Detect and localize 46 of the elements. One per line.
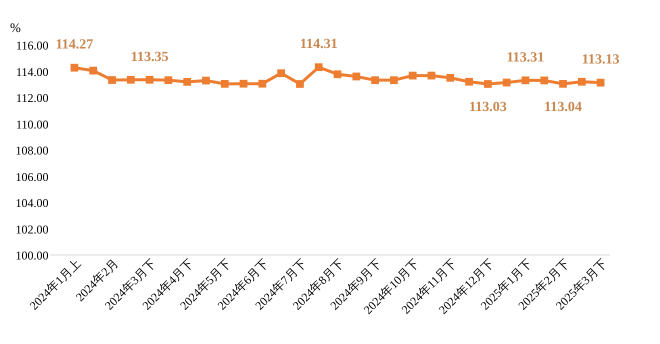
point — [428, 72, 436, 80]
point — [70, 64, 78, 72]
point — [126, 76, 135, 84]
data-label: 113.13 — [582, 52, 620, 68]
point — [465, 78, 473, 86]
point — [240, 80, 248, 88]
y-tick-label: 108.00 — [16, 144, 48, 158]
y-tick-label: 102.00 — [16, 222, 48, 236]
point — [89, 66, 98, 74]
point — [352, 72, 360, 80]
y-tick-label: 116.00 — [16, 38, 48, 52]
point — [446, 74, 454, 82]
y-tick-label: 110.00 — [16, 117, 48, 132]
point — [164, 76, 172, 84]
point — [390, 76, 398, 84]
y-axis-title: % — [10, 20, 21, 35]
data-label: 114.27 — [56, 38, 94, 53]
point — [146, 76, 154, 84]
point — [220, 80, 229, 88]
y-tick-label: 104.00 — [16, 196, 48, 210]
point — [596, 78, 604, 87]
point — [578, 78, 586, 86]
point — [540, 76, 548, 84]
data-label: 113.31 — [506, 50, 544, 66]
data-label: 114.31 — [300, 37, 338, 52]
point — [559, 80, 567, 88]
y-tick-label: 100.00 — [16, 248, 48, 262]
point — [484, 80, 492, 88]
point — [334, 70, 342, 78]
point — [408, 72, 417, 80]
point — [183, 78, 192, 86]
y-tick-label: 112.00 — [16, 91, 48, 105]
y-tick-label: 106.00 — [16, 170, 48, 184]
point — [522, 76, 530, 84]
data-label: 113.35 — [130, 50, 168, 65]
point — [371, 76, 379, 84]
y-tick-label: 114.00 — [16, 64, 48, 79]
point — [502, 78, 511, 86]
data-label: 113.04 — [544, 100, 582, 115]
point — [314, 63, 323, 72]
point — [258, 80, 266, 88]
point — [108, 76, 116, 84]
point — [296, 80, 304, 88]
point — [202, 76, 210, 84]
data-label: 113.03 — [468, 100, 507, 115]
point — [277, 69, 286, 78]
